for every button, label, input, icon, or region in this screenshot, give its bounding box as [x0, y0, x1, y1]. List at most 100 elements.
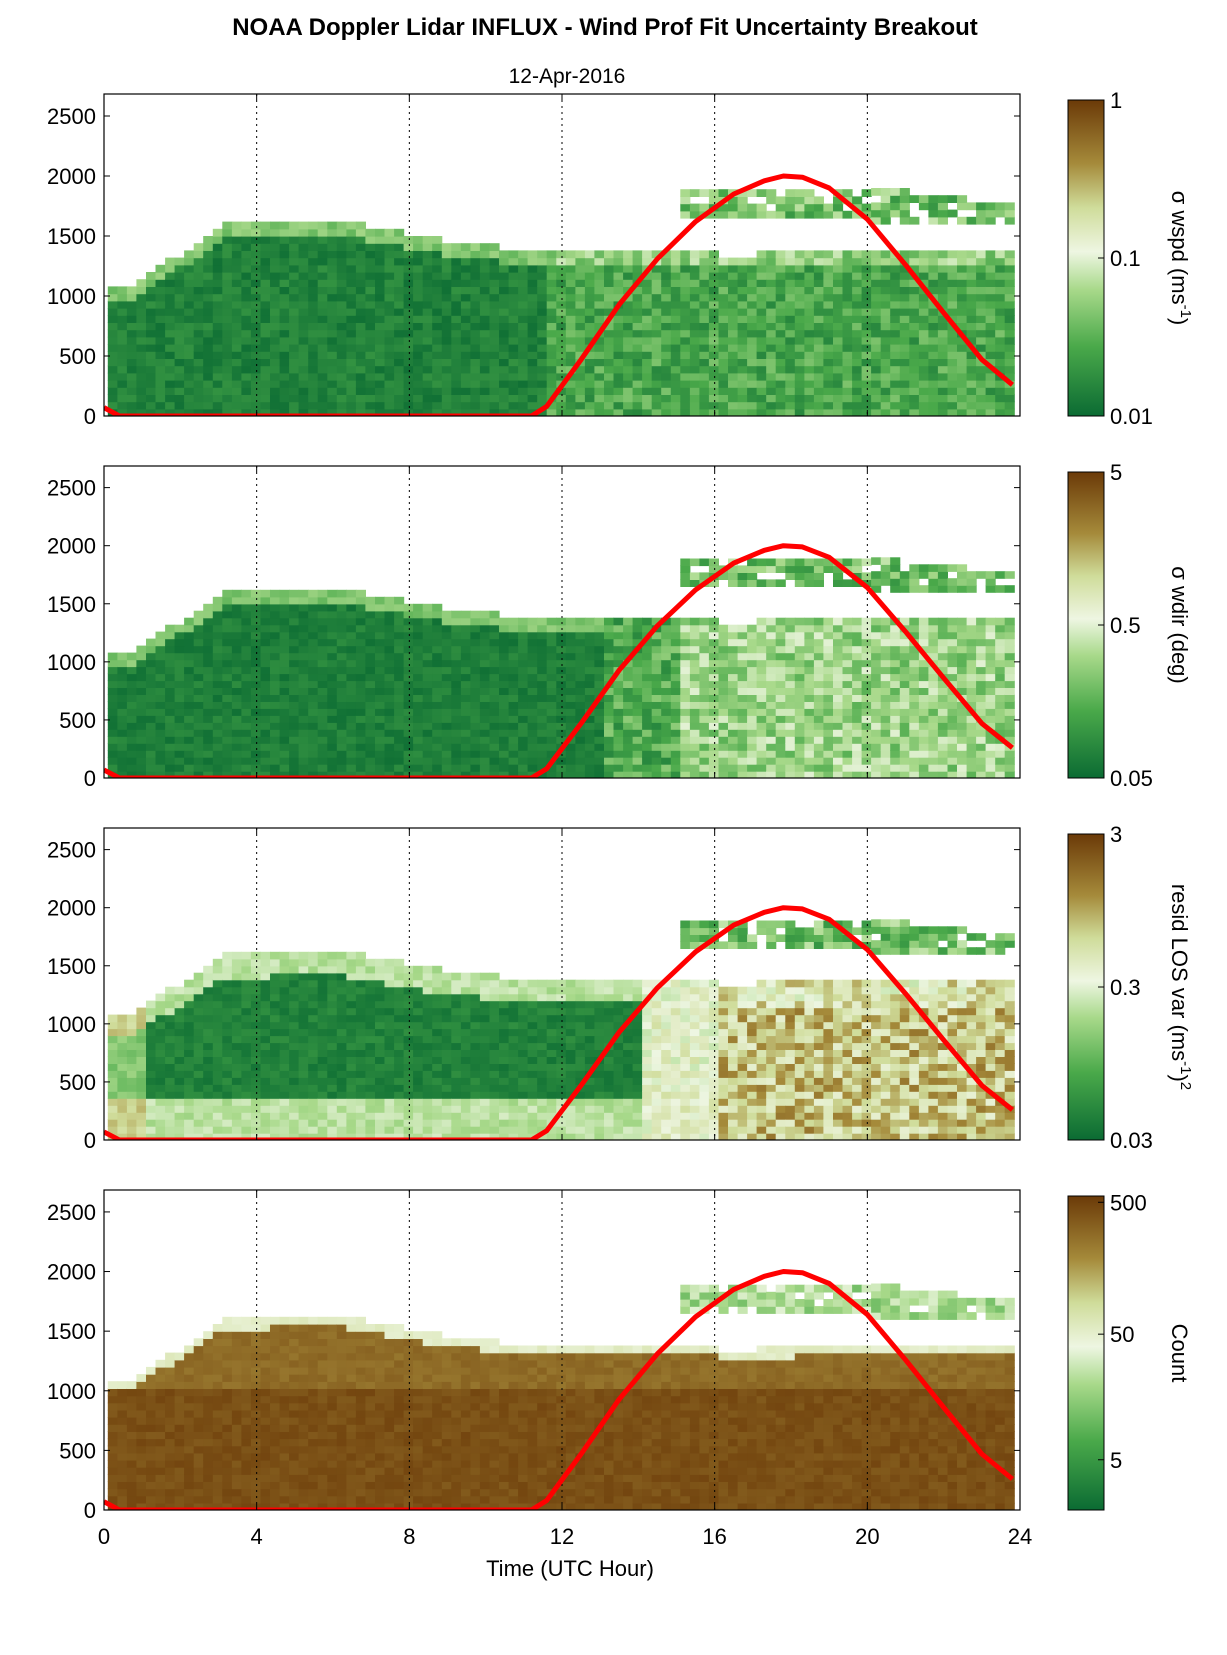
- heatmap-cell: [861, 394, 872, 403]
- heatmap-cell: [995, 322, 1006, 331]
- heatmap-cell: [241, 336, 252, 345]
- y-tick-label: 2500: [47, 104, 96, 129]
- heatmap-cell: [174, 308, 185, 316]
- heatmap-cell: [823, 203, 834, 212]
- heatmap-cell: [880, 694, 891, 702]
- heatmap-cell: [270, 358, 281, 367]
- heatmap-cell: [155, 372, 166, 381]
- heatmap-cell: [670, 408, 681, 416]
- heatmap-cell: [842, 558, 853, 567]
- heatmap-cell: [441, 701, 452, 709]
- heatmap-cell: [985, 701, 996, 709]
- heatmap-cell: [909, 666, 920, 675]
- heatmap-cell: [928, 578, 939, 586]
- heatmap-cell: [260, 236, 271, 244]
- heatmap-cell: [613, 272, 624, 280]
- heatmap-cell: [107, 372, 118, 381]
- heatmap-cell: [708, 558, 719, 567]
- heatmap-cell: [737, 579, 748, 587]
- heatmap-cell: [260, 736, 271, 744]
- heatmap-cell: [422, 708, 433, 716]
- heatmap-cell: [165, 1035, 176, 1044]
- heatmap-cell: [546, 722, 557, 730]
- heatmap-cell: [995, 617, 1006, 626]
- heatmap-cell: [298, 322, 309, 331]
- heatmap-cell: [222, 322, 233, 331]
- heatmap-cell: [308, 322, 319, 331]
- heatmap-cell: [146, 293, 157, 302]
- heatmap-cell: [852, 764, 863, 772]
- heatmap-cell: [317, 666, 328, 675]
- heatmap-cell: [985, 666, 996, 675]
- heatmap-cell: [489, 372, 500, 381]
- heatmap-cell: [632, 729, 643, 737]
- heatmap-cell: [355, 652, 366, 661]
- heatmap-cell: [689, 293, 700, 302]
- heatmap-cell: [174, 264, 185, 273]
- heatmap-cell: [203, 272, 214, 280]
- heatmap-cell: [279, 750, 290, 758]
- heatmap-cell: [155, 329, 166, 338]
- heatmap-cell: [422, 736, 433, 744]
- heatmap-cell: [632, 344, 643, 352]
- heatmap-cell: [785, 680, 796, 688]
- heatmap-cell: [947, 652, 958, 661]
- heatmap-cell: [537, 624, 548, 633]
- heatmap-cell: [613, 680, 624, 688]
- heatmap-cell: [680, 322, 691, 331]
- heatmap-cell: [794, 565, 805, 573]
- heatmap-cell: [966, 687, 977, 695]
- heatmap-cell: [222, 221, 233, 230]
- heatmap-cell: [432, 394, 443, 403]
- heatmap-cell: [651, 673, 662, 682]
- heatmap-cell: [661, 250, 672, 259]
- heatmap-cell: [899, 322, 910, 331]
- heatmap-cell: [146, 764, 157, 772]
- heatmap-cell: [785, 394, 796, 403]
- heatmap-cell: [594, 757, 605, 765]
- heatmap-cell: [928, 216, 939, 225]
- heatmap-cell: [260, 380, 271, 388]
- heatmap-cell: [394, 659, 405, 668]
- heatmap-cell: [642, 300, 653, 309]
- heatmap-cell: [451, 652, 462, 661]
- heatmap-cell: [518, 365, 529, 374]
- heatmap-cell: [833, 701, 844, 709]
- heatmap-cell: [899, 694, 910, 702]
- heatmap-cell: [594, 624, 605, 633]
- heatmap-cell: [394, 687, 405, 695]
- heatmap-cell: [976, 308, 987, 316]
- heatmap-cell: [413, 708, 424, 716]
- heatmap-cell: [966, 571, 977, 579]
- heatmap-cell: [880, 250, 891, 259]
- heatmap-cell: [308, 610, 319, 619]
- heatmap-cell: [861, 401, 872, 410]
- heatmap-cell: [985, 694, 996, 702]
- heatmap-cell: [747, 257, 758, 266]
- heatmap-cell: [165, 336, 176, 345]
- heatmap-cell: [250, 701, 261, 709]
- heatmap-cell: [136, 757, 147, 765]
- heatmap-cell: [565, 272, 576, 280]
- colorbar-tick-label: 0.1: [1110, 246, 1141, 271]
- heatmap-cell: [1004, 771, 1015, 778]
- heatmap-cell: [794, 408, 805, 416]
- heatmap-cell: [966, 585, 977, 593]
- heatmap-cell: [565, 764, 576, 772]
- heatmap-cell: [432, 757, 443, 765]
- heatmap-cell: [909, 571, 920, 579]
- heatmap-cell: [804, 372, 815, 381]
- heatmap-cell: [298, 743, 309, 751]
- heatmap-cell: [375, 365, 386, 374]
- heatmap-cell: [250, 351, 261, 359]
- heatmap-cell: [957, 358, 968, 367]
- heatmap-cell: [794, 722, 805, 730]
- heatmap-cell: [880, 401, 891, 410]
- heatmap-cell: [193, 344, 204, 352]
- heatmap-cell: [126, 1077, 137, 1085]
- heatmap-cell: [279, 344, 290, 352]
- heatmap-cell: [107, 666, 118, 675]
- heatmap-cell: [813, 708, 824, 716]
- heatmap-cell: [489, 279, 500, 287]
- heatmap-cell: [499, 750, 510, 758]
